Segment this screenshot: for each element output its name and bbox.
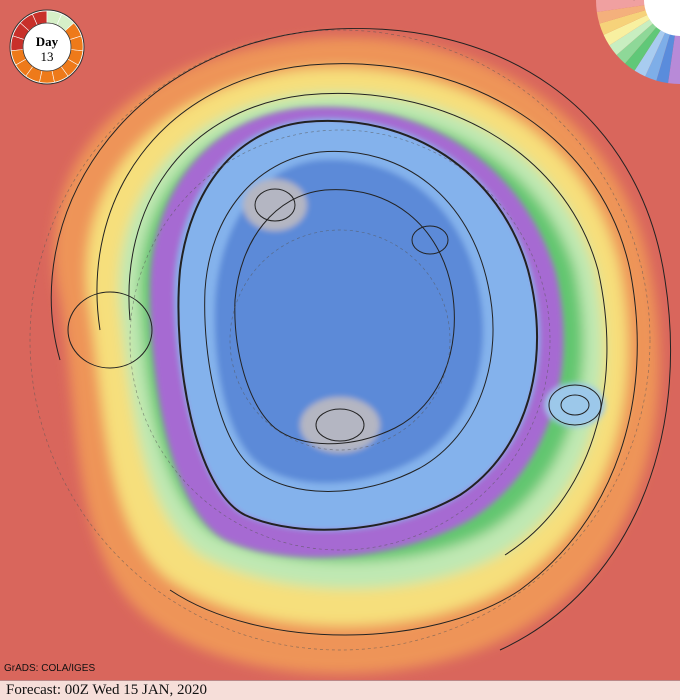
day-badge: Day 13	[9, 9, 85, 85]
legend-tick-label: -4	[630, 0, 641, 1]
deep-cold-core	[214, 159, 484, 484]
day-label: Day	[36, 34, 59, 49]
day-number: 13	[41, 49, 54, 64]
cold-spot-east	[545, 383, 605, 427]
color-legend: -4-8-12-16-20-24-28-32-36-40-44	[596, 0, 680, 84]
footer-bar: Forecast: 00Z Wed 15 JAN, 2020	[0, 680, 680, 700]
forecast-timestamp: Forecast: 00Z Wed 15 JAN, 2020	[6, 682, 207, 698]
forecast-map: Day 13 -4-8-12-16-20-24-28-32-36-40-44 G…	[4, 0, 680, 674]
credit: GrADS: COLA/IGES	[4, 663, 95, 674]
gray-pocket-center	[300, 397, 380, 453]
latitude-circles	[29, 29, 651, 651]
contour-lines	[50, 28, 672, 651]
gray-pocket-north	[243, 179, 307, 231]
